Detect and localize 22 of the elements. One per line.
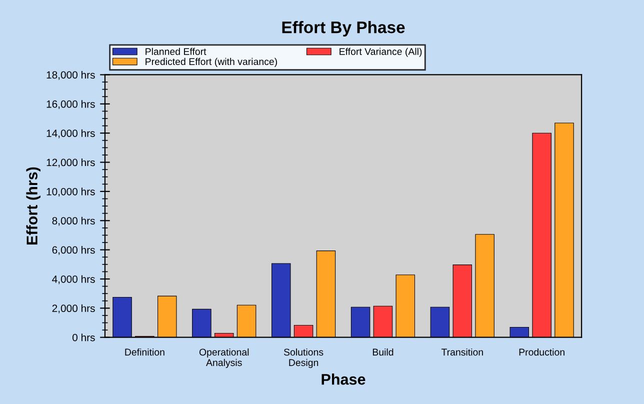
y-tick-label: 10,000 hrs <box>46 188 95 197</box>
x-tick-label: Solutions Design <box>284 348 324 368</box>
legend-label: Effort Variance (All) <box>340 48 422 57</box>
y-tick-label: 4,000 hrs <box>52 275 95 284</box>
x-tick-label: Definition <box>125 348 164 356</box>
x-axis-title: Phase <box>322 374 366 385</box>
y-tick-label: 6,000 hrs <box>52 246 95 255</box>
legend-label: Planned Effort <box>146 48 206 56</box>
legend-label: Predicted Effort (with variance) <box>146 58 277 67</box>
x-tick-label: Operational Analysis <box>199 348 249 368</box>
y-axis-title: Effort (hrs) <box>26 167 40 244</box>
x-tick-label: Production <box>519 348 564 356</box>
y-tick-label: 0 hrs <box>72 334 95 342</box>
chart-title: Effort By Phase <box>282 20 405 37</box>
y-tick-label: 12,000 hrs <box>46 158 95 168</box>
y-tick-label: 2,000 hrs <box>52 304 95 314</box>
y-tick-label: 14,000 hrs <box>46 129 95 138</box>
y-tick-label: 8,000 hrs <box>52 216 95 226</box>
y-tick-label: 18,000 hrs <box>46 70 95 80</box>
y-tick-label: 16,000 hrs <box>46 100 95 110</box>
x-tick-label: Build <box>372 348 394 356</box>
x-tick-label: Transition <box>441 348 483 356</box>
